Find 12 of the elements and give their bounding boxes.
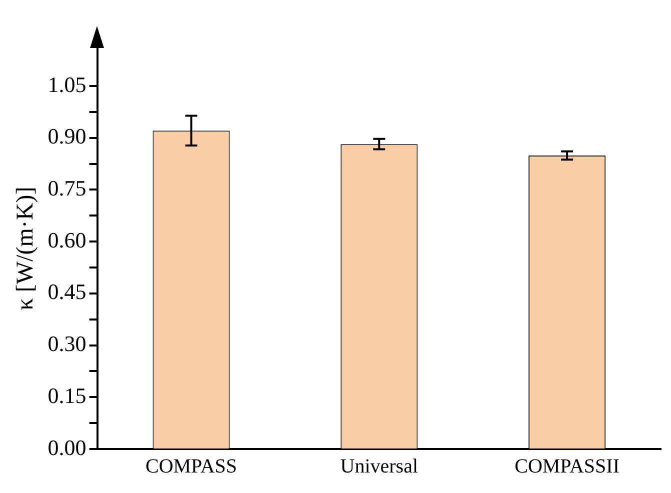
x-tick-label: Universal (340, 455, 418, 478)
x-tick-label: COMPASSII (514, 455, 620, 478)
y-tick-label: 0.15 (48, 382, 86, 408)
y-tick-label: 0.60 (48, 227, 86, 252)
x-tick-label: COMPASS (145, 455, 238, 478)
y-tick-label: 0.00 (48, 434, 86, 460)
y-axis-title: κ [W/(m·K)] (12, 186, 39, 310)
y-tick-label: 0.30 (48, 331, 86, 356)
y-tick-label: 0.90 (48, 124, 86, 149)
y-tick-label: 0.45 (48, 279, 86, 304)
y-tick-label: 0.75 (48, 176, 86, 201)
y-tick-label: 1.05 (48, 72, 86, 97)
